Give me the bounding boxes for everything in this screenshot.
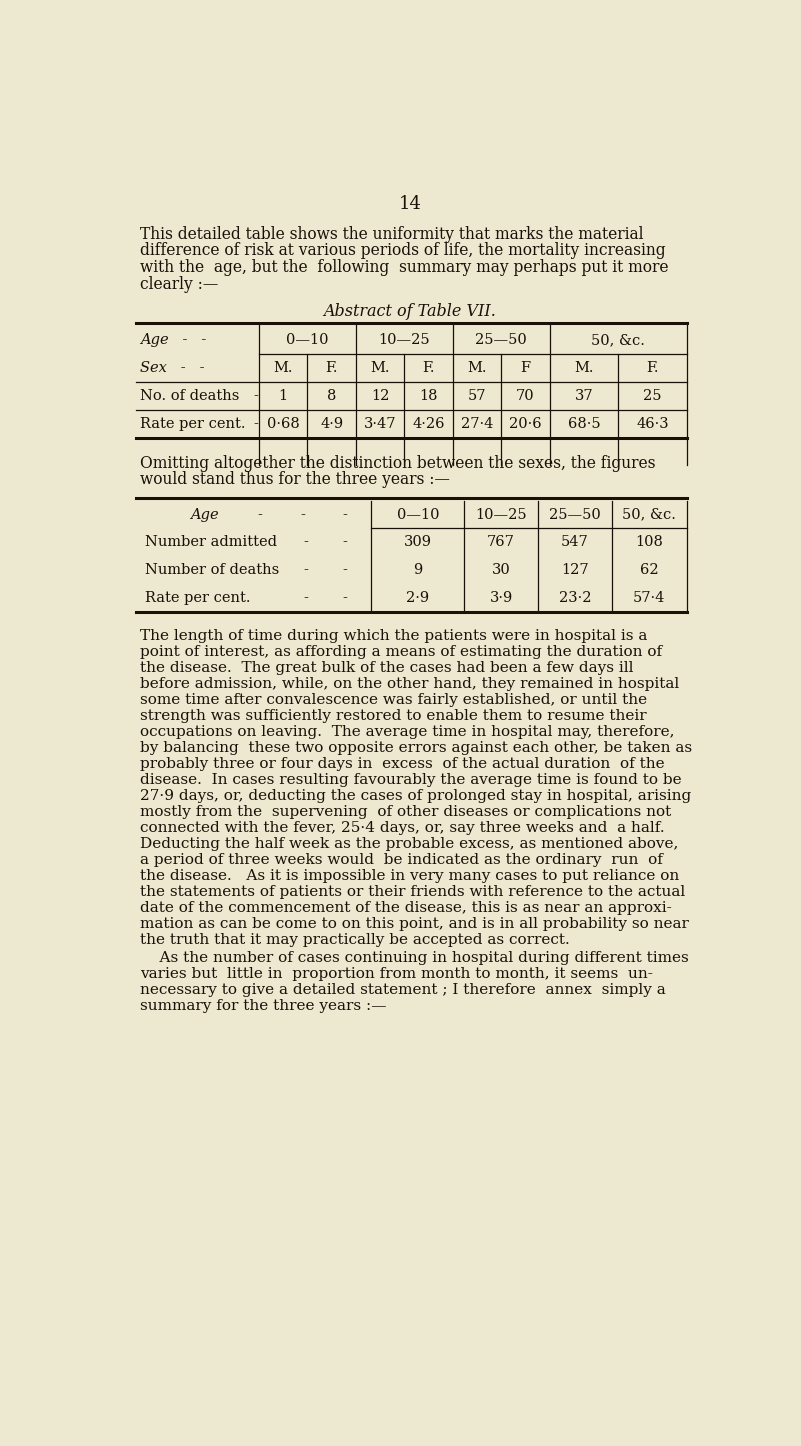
Text: -: -: [304, 591, 308, 604]
Text: 23·2: 23·2: [558, 591, 591, 604]
Text: M.: M.: [574, 362, 594, 376]
Text: 10—25: 10—25: [475, 508, 527, 522]
Text: 547: 547: [561, 535, 589, 549]
Text: 50, &c.: 50, &c.: [622, 508, 676, 522]
Text: 27·9 days, or, deducting the cases of prolonged stay in hospital, arising: 27·9 days, or, deducting the cases of pr…: [140, 788, 692, 803]
Text: No. of deaths: No. of deaths: [140, 389, 239, 403]
Text: 30: 30: [492, 562, 510, 577]
Text: 8: 8: [327, 389, 336, 403]
Text: strength was sufficiently restored to enable them to resume their: strength was sufficiently restored to en…: [140, 709, 647, 723]
Text: occupations on leaving.  The average time in hospital may, therefore,: occupations on leaving. The average time…: [140, 724, 675, 739]
Text: This detailed table shows the uniformity that marks the material: This detailed table shows the uniformity…: [140, 226, 644, 243]
Text: disease.  In cases resulting favourably the average time is found to be: disease. In cases resulting favourably t…: [140, 772, 682, 787]
Text: some time after convalescence was fairly established, or until the: some time after convalescence was fairly…: [140, 693, 647, 707]
Text: before admission, while, on the other hand, they remained in hospital: before admission, while, on the other ha…: [140, 677, 680, 691]
Text: 25—50: 25—50: [475, 333, 527, 347]
Text: F.: F.: [422, 362, 435, 376]
Text: Rate per cent.: Rate per cent.: [140, 416, 246, 431]
Text: 57: 57: [468, 389, 486, 403]
Text: Rate per cent.: Rate per cent.: [145, 591, 251, 604]
Text: 62: 62: [640, 562, 658, 577]
Text: Abstract of Table VII.: Abstract of Table VII.: [324, 302, 497, 320]
Text: 127: 127: [561, 562, 589, 577]
Text: 25: 25: [643, 389, 662, 403]
Text: summary for the three years :—: summary for the three years :—: [140, 999, 387, 1014]
Text: F.: F.: [646, 362, 658, 376]
Text: the truth that it may practically be accepted as correct.: the truth that it may practically be acc…: [140, 933, 570, 947]
Text: Sex   -   -: Sex - -: [140, 362, 205, 376]
Text: -: -: [343, 535, 348, 549]
Text: -: -: [343, 591, 348, 604]
Text: the statements of patients or their friends with reference to the actual: the statements of patients or their frie…: [140, 885, 686, 899]
Text: 9: 9: [413, 562, 422, 577]
Text: 1: 1: [279, 389, 288, 403]
Text: Number admitted: Number admitted: [145, 535, 277, 549]
Text: date of the commencement of the disease, this is as near an approxi-: date of the commencement of the disease,…: [140, 901, 672, 915]
Text: by balancing  these two opposite errors against each other, be taken as: by balancing these two opposite errors a…: [140, 740, 693, 755]
Text: 3·9: 3·9: [489, 591, 513, 604]
Text: 0—10: 0—10: [396, 508, 439, 522]
Text: the disease.  The great bulk of the cases had been a few days ill: the disease. The great bulk of the cases…: [140, 661, 634, 675]
Text: -: -: [304, 562, 308, 577]
Text: 4·9: 4·9: [320, 416, 343, 431]
Text: The length of time during which the patients were in hospital is a: The length of time during which the pati…: [140, 629, 648, 642]
Text: F: F: [521, 362, 530, 376]
Text: -: -: [300, 508, 305, 522]
Text: 2·9: 2·9: [406, 591, 429, 604]
Text: -: -: [253, 389, 259, 403]
Text: 14: 14: [399, 195, 421, 213]
Text: 57·4: 57·4: [633, 591, 666, 604]
Text: 27·4: 27·4: [461, 416, 493, 431]
Text: F.: F.: [325, 362, 338, 376]
Text: 70: 70: [516, 389, 535, 403]
Text: 20·6: 20·6: [509, 416, 541, 431]
Text: 10—25: 10—25: [379, 333, 430, 347]
Text: 4·26: 4·26: [413, 416, 445, 431]
Text: 108: 108: [635, 535, 663, 549]
Text: necessary to give a detailed statement ; I therefore  annex  simply a: necessary to give a detailed statement ;…: [140, 983, 666, 998]
Text: 25—50: 25—50: [549, 508, 601, 522]
Text: 37: 37: [574, 389, 594, 403]
Text: clearly :—: clearly :—: [140, 276, 219, 292]
Text: M.: M.: [467, 362, 487, 376]
Text: would stand thus for the three years :—: would stand thus for the three years :—: [140, 471, 450, 489]
Text: 68·5: 68·5: [568, 416, 600, 431]
Text: -: -: [343, 562, 348, 577]
Text: mation as can be come to on this point, and is in all probability so near: mation as can be come to on this point, …: [140, 917, 690, 931]
Text: Deducting the half week as the probable excess, as mentioned above,: Deducting the half week as the probable …: [140, 837, 678, 850]
Text: As the number of cases continuing in hospital during different times: As the number of cases continuing in hos…: [140, 951, 689, 966]
Text: a period of three weeks would  be indicated as the ordinary  run  of: a period of three weeks would be indicat…: [140, 853, 663, 866]
Text: 50, &c.: 50, &c.: [591, 333, 645, 347]
Text: varies but  little in  proportion from month to month, it seems  un-: varies but little in proportion from mon…: [140, 967, 654, 982]
Text: Age: Age: [190, 508, 219, 522]
Text: connected with the fever, 25·4 days, or, say three weeks and  a half.: connected with the fever, 25·4 days, or,…: [140, 821, 665, 834]
Text: 767: 767: [487, 535, 515, 549]
Text: point of interest, as affording a means of estimating the duration of: point of interest, as affording a means …: [140, 645, 662, 658]
Text: Age   -   -: Age - -: [140, 333, 207, 347]
Text: 0—10: 0—10: [286, 333, 328, 347]
Text: difference of risk at various periods of life, the mortality increasing: difference of risk at various periods of…: [140, 243, 666, 259]
Text: Omitting altogether the distinction between the sexes, the figures: Omitting altogether the distinction betw…: [140, 454, 656, 471]
Text: 12: 12: [371, 389, 389, 403]
Text: M.: M.: [370, 362, 390, 376]
Text: 3·47: 3·47: [364, 416, 396, 431]
Text: with the  age, but the  following  summary may perhaps put it more: with the age, but the following summary …: [140, 259, 669, 276]
Text: 46·3: 46·3: [636, 416, 669, 431]
Text: -: -: [253, 416, 259, 431]
Text: 309: 309: [404, 535, 432, 549]
Text: M.: M.: [273, 362, 293, 376]
Text: 0·68: 0·68: [267, 416, 300, 431]
Text: -: -: [257, 508, 262, 522]
Text: Number of deaths: Number of deaths: [145, 562, 280, 577]
Text: -: -: [304, 535, 308, 549]
Text: mostly from the  supervening  of other diseases or complications not: mostly from the supervening of other dis…: [140, 805, 672, 818]
Text: 18: 18: [419, 389, 438, 403]
Text: -: -: [343, 508, 348, 522]
Text: the disease.   As it is impossible in very many cases to put reliance on: the disease. As it is impossible in very…: [140, 869, 680, 884]
Text: probably three or four days in  excess  of the actual duration  of the: probably three or four days in excess of…: [140, 756, 665, 771]
